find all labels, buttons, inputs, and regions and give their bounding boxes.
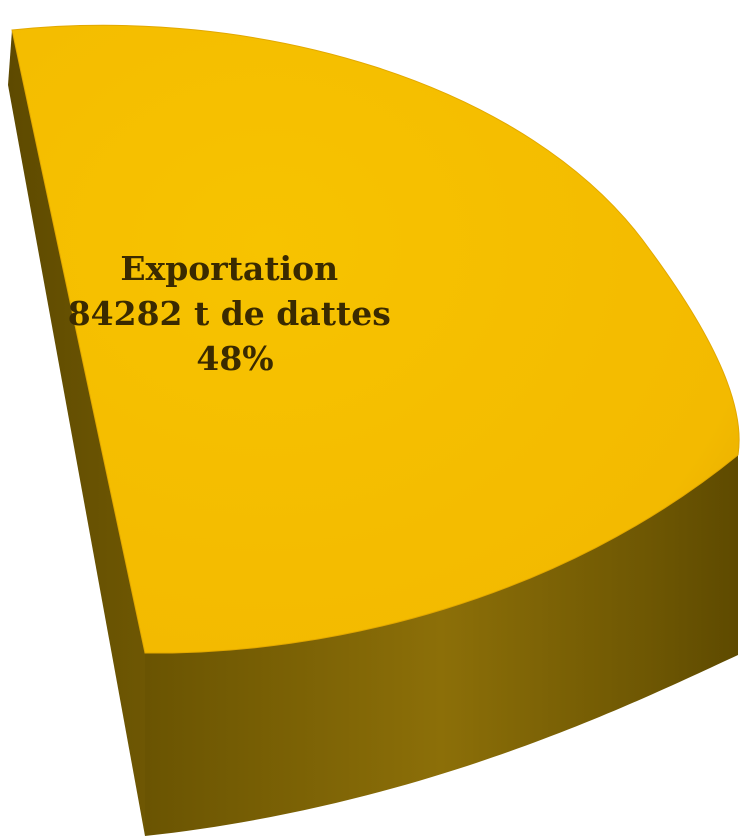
slice-label-value: 84282 t de dattes xyxy=(68,294,391,333)
slice-label-percent: 48% xyxy=(196,339,273,378)
pie-slice-side-front xyxy=(145,455,738,836)
pie-slice-exportation xyxy=(11,24,740,654)
slice-label-name: Exportation xyxy=(120,249,338,288)
pie-slice-side-left xyxy=(8,30,145,836)
slice-label: Exportation 84282 t de dattes 48% xyxy=(68,249,403,378)
pie-slices xyxy=(8,24,740,836)
